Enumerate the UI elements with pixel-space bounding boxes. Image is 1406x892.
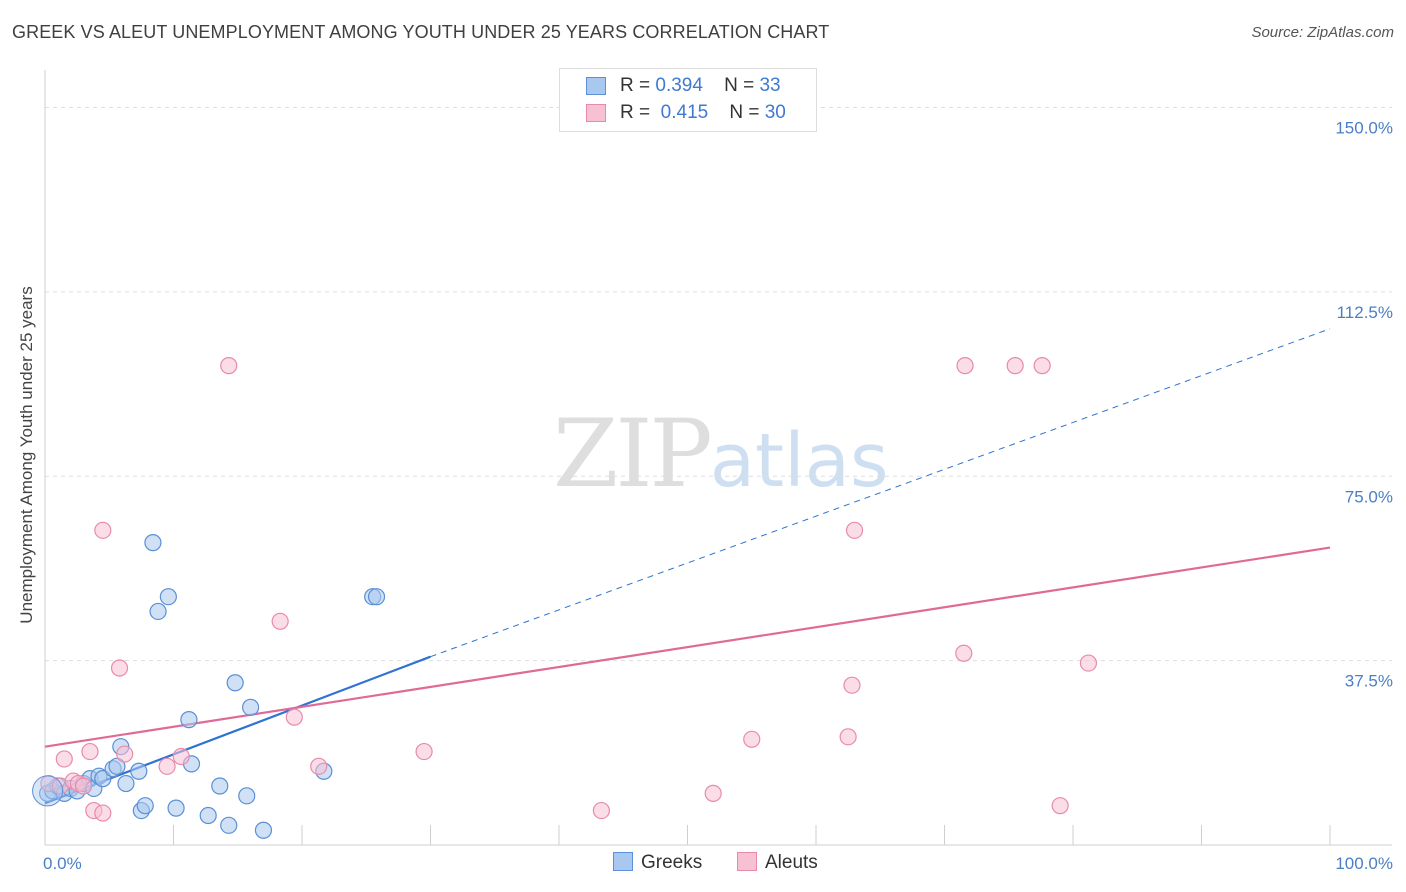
y-tick-label: 75.0%	[1345, 487, 1393, 506]
greeks-point	[226, 674, 244, 692]
aleuts-n-value: 30	[764, 102, 786, 123]
aleuts-legend-swatch	[737, 852, 757, 871]
tick-labels: 37.5% 75.0% 112.5% 150.0% 0.0% 100.0%	[43, 119, 1393, 874]
aleuts-point	[310, 757, 328, 775]
aleuts-point	[743, 730, 761, 748]
greeks-point	[117, 774, 135, 793]
aleuts-point	[1079, 654, 1098, 672]
greeks-point	[220, 816, 238, 834]
trend-lines	[44, 328, 1331, 805]
greeks-point	[136, 797, 154, 815]
x-tick-label-max: 100.0%	[1335, 854, 1393, 873]
greeks-point-cluster	[32, 775, 64, 807]
y-tick-label: 112.5%	[1337, 303, 1393, 322]
aleuts-point	[110, 659, 129, 677]
greeks-point	[149, 602, 167, 621]
aleuts-point	[1006, 357, 1024, 375]
aleuts-point	[845, 521, 864, 539]
greeks-point	[130, 762, 148, 780]
greeks-point	[180, 711, 198, 729]
aleuts-point	[158, 757, 176, 775]
data-points	[32, 357, 1098, 839]
correlation-legend: R = 0.394 N = 33 R = 0.415 N = 30	[559, 68, 817, 132]
greeks-n-value: 33	[759, 75, 781, 96]
greeks-legend-label: Greeks	[641, 852, 703, 873]
greeks-swatch	[586, 77, 606, 95]
gridlines	[45, 107, 1392, 662]
greeks-point	[144, 534, 162, 552]
aleuts-trend-line	[44, 546, 1331, 748]
legend-item-aleuts: Aleuts	[737, 852, 818, 874]
aleuts-point	[843, 676, 861, 694]
source-credit: Source: ZipAtlas.com	[1251, 24, 1394, 41]
aleuts-legend-label: Aleuts	[765, 852, 818, 873]
greeks-point	[159, 588, 177, 606]
x-tick-label-min: 0.0%	[43, 854, 82, 873]
greeks-point	[167, 799, 185, 817]
greeks-r-value: 0.394	[655, 75, 703, 96]
aleuts-point	[271, 612, 289, 630]
aleuts-point	[94, 521, 112, 539]
watermark: ZIPatlas	[553, 400, 889, 509]
aleuts-point	[81, 742, 99, 761]
greeks-point	[108, 757, 126, 775]
aleuts-point	[592, 801, 611, 820]
greeks-stats: R = 0.394 N = 33	[620, 75, 781, 96]
aleuts-stats: R = 0.415 N = 30	[620, 102, 786, 123]
aleuts-point	[220, 357, 238, 375]
greeks-legend-swatch	[613, 852, 633, 871]
chart-title: GREEK VS ALEUT UNEMPLOYMENT AMONG YOUTH …	[12, 22, 830, 42]
greeks-point	[199, 806, 217, 825]
aleuts-point	[955, 644, 973, 662]
aleuts-point	[94, 804, 112, 822]
greeks-point	[367, 588, 386, 606]
y-tick-label: 37.5%	[1345, 672, 1393, 691]
greeks-trend-line-extension	[430, 328, 1331, 658]
aleuts-point	[55, 750, 73, 768]
aleuts-point	[285, 708, 303, 726]
legend-item-greeks: Greeks	[613, 852, 702, 874]
watermark-atlas: atlas	[709, 418, 889, 504]
aleuts-point	[704, 784, 722, 802]
watermark-zip: ZIP	[553, 400, 713, 509]
aleuts-point	[74, 777, 93, 795]
greeks-point	[254, 821, 273, 839]
aleuts-point	[1033, 357, 1051, 375]
aleuts-point	[172, 747, 190, 766]
aleuts-point	[956, 357, 974, 375]
aleuts-swatch	[586, 104, 606, 122]
aleuts-point	[839, 728, 857, 746]
greeks-point	[238, 787, 256, 805]
aleuts-point	[116, 745, 134, 763]
greeks-point	[211, 777, 229, 795]
greeks-point	[242, 698, 260, 716]
aleuts-r-value: 0.415	[660, 102, 709, 123]
aleuts-point	[1051, 797, 1069, 815]
y-tick-label: 150.0%	[1335, 119, 1393, 138]
aleuts-point	[415, 742, 433, 761]
axes	[44, 70, 1392, 846]
